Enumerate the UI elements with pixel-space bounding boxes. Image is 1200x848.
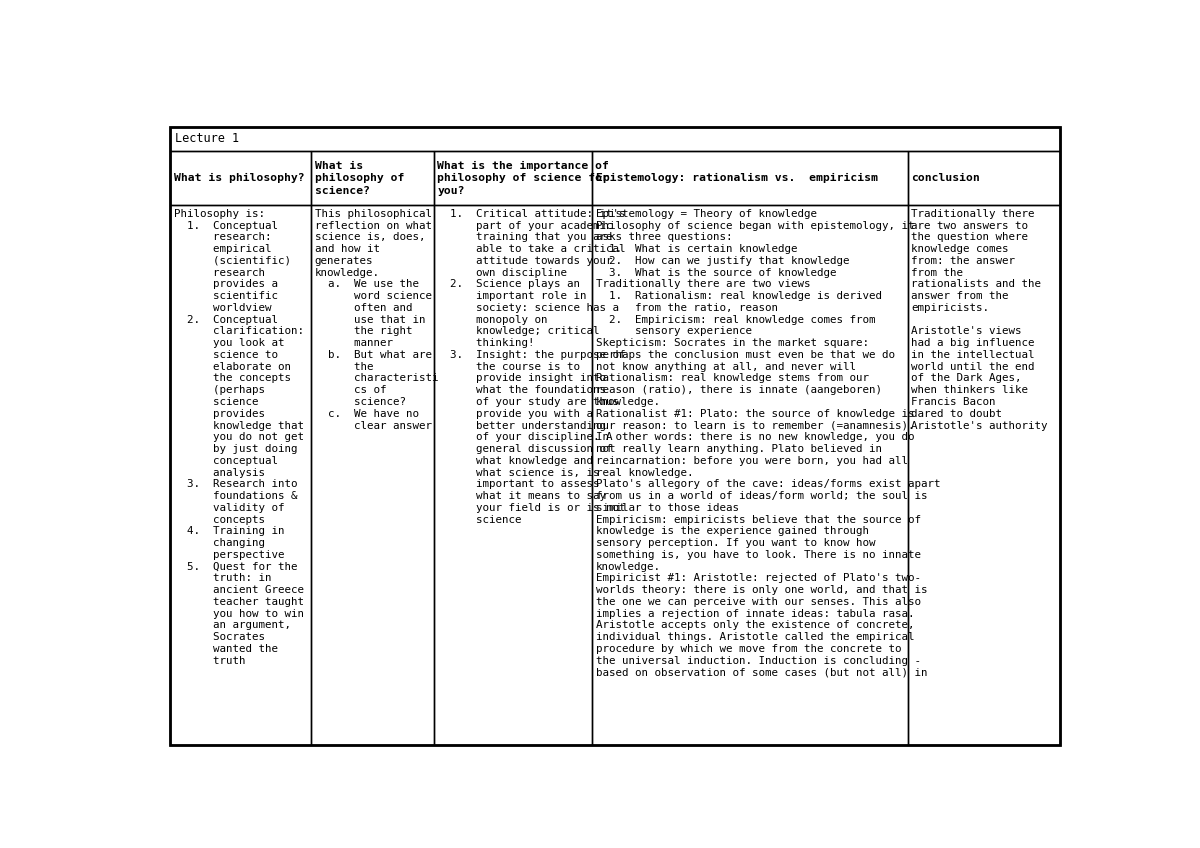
Text: Philosophy is:
  1.  Conceptual
      research:
      empirical
      (scientifi: Philosophy is: 1. Conceptual research: e… [174, 209, 304, 666]
Text: What is
philosophy of
science?: What is philosophy of science? [314, 161, 404, 196]
Text: Traditionally there
are two answers to
the question where
knowledge comes
from: : Traditionally there are two answers to t… [911, 209, 1048, 431]
Text: 1.  Critical attitude: it's
      part of your academic
      training that you : 1. Critical attitude: it's part of your … [437, 209, 626, 525]
Bar [592, 205, 907, 745]
Text: Epistemology = Theory of knowledge
Philosophy of science began with epistemology: Epistemology = Theory of knowledge Philo… [595, 209, 940, 678]
Bar [311, 205, 433, 745]
Bar [433, 152, 592, 205]
Bar [170, 126, 1060, 152]
Bar [170, 152, 311, 205]
Text: Lecture 1: Lecture 1 [175, 132, 239, 146]
Text: conclusion: conclusion [911, 173, 980, 183]
Text: What is the importance of
philosophy of science for
you?: What is the importance of philosophy of … [437, 161, 610, 196]
Bar [907, 152, 1060, 205]
Text: What is philosophy?: What is philosophy? [174, 173, 305, 183]
Bar [592, 152, 907, 205]
Text: This philosophical
reflection on what
science is, does,
and how it
generates
kno: This philosophical reflection on what sc… [314, 209, 438, 431]
Bar [311, 152, 433, 205]
Bar [907, 205, 1060, 745]
Text: Epistemology: rationalism vs.  empiricism: Epistemology: rationalism vs. empiricism [595, 173, 877, 183]
Bar [170, 205, 311, 745]
Bar [433, 205, 592, 745]
